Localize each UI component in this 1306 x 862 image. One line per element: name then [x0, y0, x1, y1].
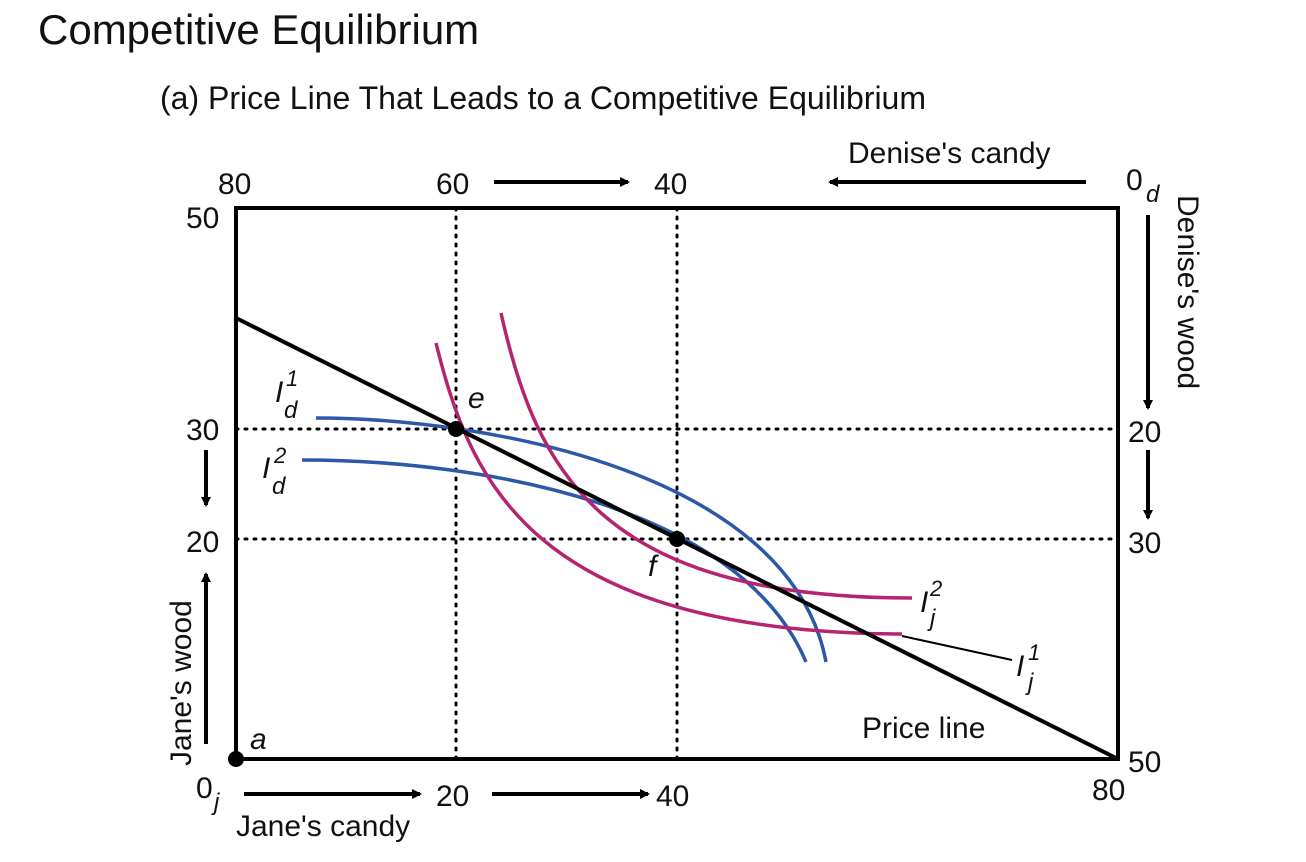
label-Id2: I 2 d — [262, 443, 286, 500]
svg-text:j: j — [211, 789, 220, 816]
label-point-e: e — [468, 382, 485, 415]
leader-line-Ij1 — [901, 635, 1013, 661]
page-title: Competitive Equilibrium — [38, 6, 480, 53]
jane-origin-label: 0 j — [196, 772, 220, 816]
tick-denise-candy-80: 80 — [218, 168, 251, 201]
denise-candy-axis-label: Denise's candy — [848, 137, 1051, 170]
panel-title: (a) Price Line That Leads to a Competiti… — [160, 80, 926, 116]
denise-wood-axis-label: Denise's wood — [1171, 195, 1204, 389]
tick-jane-candy-80: 80 — [1092, 774, 1125, 807]
label-Ij1: I 1 j — [1016, 640, 1040, 696]
svg-text:2: 2 — [273, 443, 286, 468]
svg-text:j: j — [927, 605, 936, 632]
label-Ij2: I 2 j — [920, 576, 942, 632]
svg-text:1: 1 — [286, 366, 298, 391]
tick-jane-wood-50: 50 — [186, 202, 219, 235]
tick-denise-candy-40: 40 — [654, 168, 687, 201]
svg-text:j: j — [1025, 669, 1034, 696]
indifference-curve-Id2 — [301, 458, 808, 663]
tick-denise-candy-60: 60 — [436, 168, 469, 201]
svg-text:2: 2 — [929, 576, 942, 601]
svg-text:d: d — [1146, 181, 1160, 208]
svg-text:d: d — [284, 397, 298, 424]
svg-text:I: I — [275, 376, 283, 409]
tick-jane-candy-20: 20 — [436, 780, 469, 813]
denise-origin-label: 0 d — [1126, 164, 1160, 208]
tick-denise-wood-20: 20 — [1128, 416, 1161, 449]
point-a — [228, 751, 244, 767]
svg-text:I: I — [920, 586, 928, 619]
label-point-a: a — [250, 723, 267, 756]
tick-denise-wood-50: 50 — [1128, 746, 1161, 779]
indifference-curve-Ij1 — [434, 342, 903, 636]
point-e — [448, 421, 464, 437]
svg-text:0: 0 — [196, 772, 213, 805]
jane-wood-axis-label: Jane's wood — [165, 600, 198, 766]
svg-text:I: I — [1016, 650, 1024, 683]
jane-candy-axis-label: Jane's candy — [236, 810, 410, 843]
indifference-curve-Id1 — [315, 416, 828, 663]
tick-denise-wood-30: 30 — [1128, 527, 1161, 560]
svg-text:0: 0 — [1126, 164, 1143, 197]
point-f — [669, 531, 685, 547]
tick-jane-wood-20: 20 — [186, 526, 219, 559]
svg-text:1: 1 — [1028, 640, 1040, 665]
svg-text:d: d — [272, 473, 286, 500]
tick-jane-candy-40: 40 — [656, 780, 689, 813]
label-Id1: I 1 d — [275, 366, 298, 424]
svg-text:I: I — [262, 452, 270, 485]
label-point-f: f — [648, 550, 659, 583]
indifference-curve-Ij2 — [499, 312, 913, 600]
tick-jane-wood-30: 30 — [186, 414, 219, 447]
price-line-label: Price line — [862, 712, 985, 745]
